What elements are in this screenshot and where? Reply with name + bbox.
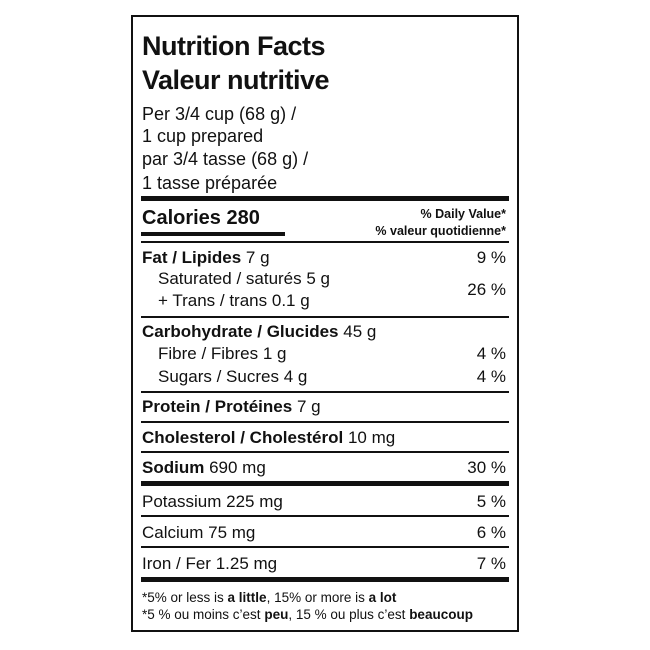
dv: 26 % xyxy=(467,280,506,299)
row: Fat / Lipides 7 g 9 % xyxy=(142,247,506,269)
row: + Trans / trans 0.1 g xyxy=(158,290,506,312)
serving: 1 cup prepared xyxy=(142,126,264,146)
row: Calcium 75 mg 6 % xyxy=(142,522,506,544)
label: Fibre / Fibres xyxy=(158,344,259,363)
title: Nutrition Facts xyxy=(142,31,326,61)
serving: par 3/4 tasse (68 g) / xyxy=(142,149,309,169)
serving: Per 3/4 cup (68 g) / xyxy=(142,104,297,124)
label: Protein / Protéines xyxy=(142,397,293,416)
dv-header: % valeur quotidienne* xyxy=(375,224,506,238)
dv: 9 % xyxy=(476,248,506,267)
rule xyxy=(141,196,509,201)
nutrition-label: Nutrition Facts Valeur nutritive Per 3/4… xyxy=(131,15,519,632)
amount: 1 g xyxy=(262,344,287,363)
rule xyxy=(141,515,509,517)
dv-header: % Daily Value* xyxy=(420,207,506,221)
label: Sugars / Sucres xyxy=(158,367,279,386)
rule xyxy=(141,577,509,582)
row: Saturated / saturés 5 g xyxy=(158,268,506,290)
row: Protein / Protéines 7 g xyxy=(142,396,506,418)
row: Iron / Fer 1.25 mg 7 % xyxy=(142,553,506,575)
label: Potassium xyxy=(142,492,222,511)
value: 280 xyxy=(226,207,260,229)
dv: 4 % xyxy=(476,344,506,363)
dv: 5 % xyxy=(476,492,506,511)
rule xyxy=(141,421,509,423)
rule xyxy=(141,451,509,453)
label: + Trans / trans xyxy=(158,291,268,310)
text: *5% or less is xyxy=(142,590,224,605)
text: , 15% or more is xyxy=(266,590,365,605)
amount: 4 g xyxy=(283,367,308,386)
text: a lot xyxy=(368,590,397,605)
text: a little xyxy=(227,590,267,605)
rule xyxy=(141,241,509,243)
label: Calories xyxy=(142,207,221,229)
amount: 690 mg xyxy=(209,458,266,477)
rule xyxy=(141,232,285,236)
amount: 0.1 g xyxy=(271,291,310,310)
amount: 45 g xyxy=(343,322,377,341)
label: Iron / Fer xyxy=(142,554,211,573)
amount: 5 g xyxy=(306,269,331,288)
label: Sodium xyxy=(142,458,205,477)
label: Calcium xyxy=(142,523,204,542)
calories: Calories 280 xyxy=(142,205,506,231)
label: Saturated / saturés xyxy=(158,269,302,288)
amount: 1.25 mg xyxy=(215,554,278,573)
amount: 225 mg xyxy=(226,492,283,511)
label: Cholesterol / Cholestérol xyxy=(142,428,344,447)
amount: 10 mg xyxy=(347,428,396,447)
text: beaucoup xyxy=(409,607,473,622)
serving: 1 tasse préparée xyxy=(142,173,278,193)
amount: 75 mg xyxy=(208,523,256,542)
row: Fibre / Fibres 1 g 4 % xyxy=(158,343,506,365)
text: , 15 % ou plus c’est xyxy=(288,607,406,622)
rule xyxy=(141,316,509,318)
dv: 7 % xyxy=(476,554,506,573)
dv: 30 % xyxy=(467,458,506,477)
text: *5 % ou moins c’est xyxy=(142,607,261,622)
amount: 7 g xyxy=(296,397,321,416)
row: Potassium 225 mg 5 % xyxy=(142,491,506,513)
dv: 6 % xyxy=(476,523,506,542)
footnote: *5% or less is a little, 15% or more is … xyxy=(142,589,396,606)
row: Sodium 690 mg 30 % xyxy=(142,457,506,479)
label: Fat / Lipides xyxy=(142,248,242,267)
dv: 4 % xyxy=(476,367,506,386)
title: Valeur nutritive xyxy=(142,65,330,95)
rule xyxy=(141,481,509,486)
rule xyxy=(141,546,509,548)
row: Sugars / Sucres 4 g 4 % xyxy=(158,366,506,388)
text: peu xyxy=(264,607,289,622)
rule xyxy=(141,391,509,393)
row: Cholesterol / Cholestérol 10 mg xyxy=(142,427,506,449)
row: Carbohydrate / Glucides 45 g xyxy=(142,321,506,343)
label: Carbohydrate / Glucides xyxy=(142,322,339,341)
amount: 7 g xyxy=(245,248,270,267)
row: 26 % xyxy=(142,279,506,301)
footnote: *5 % ou moins c’est peu, 15 % ou plus c’… xyxy=(142,606,473,623)
